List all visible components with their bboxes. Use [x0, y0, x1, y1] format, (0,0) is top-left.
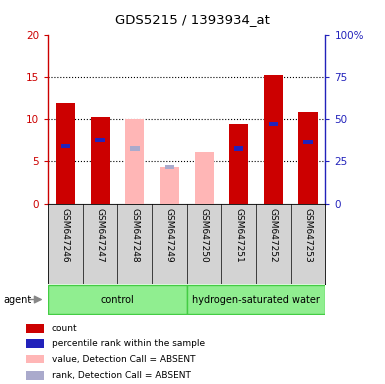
Text: GSM647253: GSM647253 [303, 208, 313, 262]
Bar [26, 339, 44, 348]
Text: count: count [52, 324, 77, 333]
Bar [61, 144, 70, 148]
Text: agent: agent [4, 295, 32, 305]
Bar [160, 167, 179, 204]
Bar [264, 75, 283, 204]
Text: GSM647248: GSM647248 [130, 208, 139, 262]
Bar [269, 122, 278, 126]
Text: GSM647251: GSM647251 [234, 208, 243, 262]
Bar [125, 119, 144, 204]
Bar [194, 152, 214, 204]
Text: GDS5215 / 1393934_at: GDS5215 / 1393934_at [115, 13, 270, 26]
Text: control: control [100, 295, 134, 305]
Bar [56, 103, 75, 204]
Text: value, Detection Call = ABSENT: value, Detection Call = ABSENT [52, 355, 195, 364]
Bar [234, 147, 243, 151]
Text: rank, Detection Call = ABSENT: rank, Detection Call = ABSENT [52, 371, 191, 380]
Bar [26, 324, 44, 333]
Text: GSM647247: GSM647247 [95, 208, 105, 262]
Text: GSM647249: GSM647249 [165, 208, 174, 262]
Bar [90, 118, 110, 204]
Bar [130, 147, 139, 151]
FancyBboxPatch shape [187, 285, 325, 314]
Bar [303, 140, 313, 144]
Text: GSM647252: GSM647252 [269, 208, 278, 262]
Text: GSM647250: GSM647250 [199, 208, 209, 262]
Text: GSM647246: GSM647246 [61, 208, 70, 262]
Text: hydrogen-saturated water: hydrogen-saturated water [192, 295, 320, 305]
Bar [165, 165, 174, 169]
Text: percentile rank within the sample: percentile rank within the sample [52, 339, 205, 348]
Bar [95, 138, 105, 142]
Bar [26, 371, 44, 380]
Bar [26, 355, 44, 363]
FancyBboxPatch shape [48, 285, 187, 314]
Bar [229, 124, 248, 204]
Bar [298, 112, 318, 204]
